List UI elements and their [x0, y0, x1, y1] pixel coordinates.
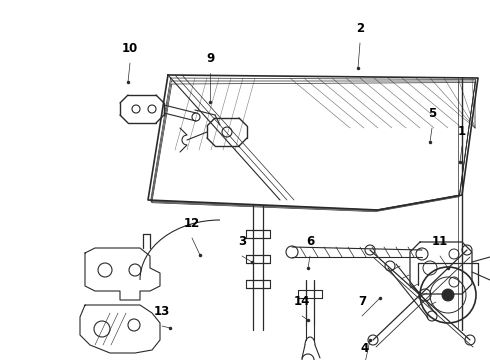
Circle shape	[442, 289, 454, 301]
Text: 11: 11	[432, 235, 448, 248]
Text: 1: 1	[458, 125, 466, 138]
Text: 7: 7	[358, 295, 366, 308]
Text: 10: 10	[122, 42, 138, 55]
Text: 3: 3	[238, 235, 246, 248]
Text: 13: 13	[154, 305, 170, 318]
Text: 14: 14	[294, 295, 310, 308]
Text: 9: 9	[206, 52, 214, 65]
Text: 2: 2	[356, 22, 364, 35]
Text: 4: 4	[361, 342, 369, 355]
Text: 5: 5	[428, 107, 436, 120]
Text: 6: 6	[306, 235, 314, 248]
Text: 12: 12	[184, 217, 200, 230]
